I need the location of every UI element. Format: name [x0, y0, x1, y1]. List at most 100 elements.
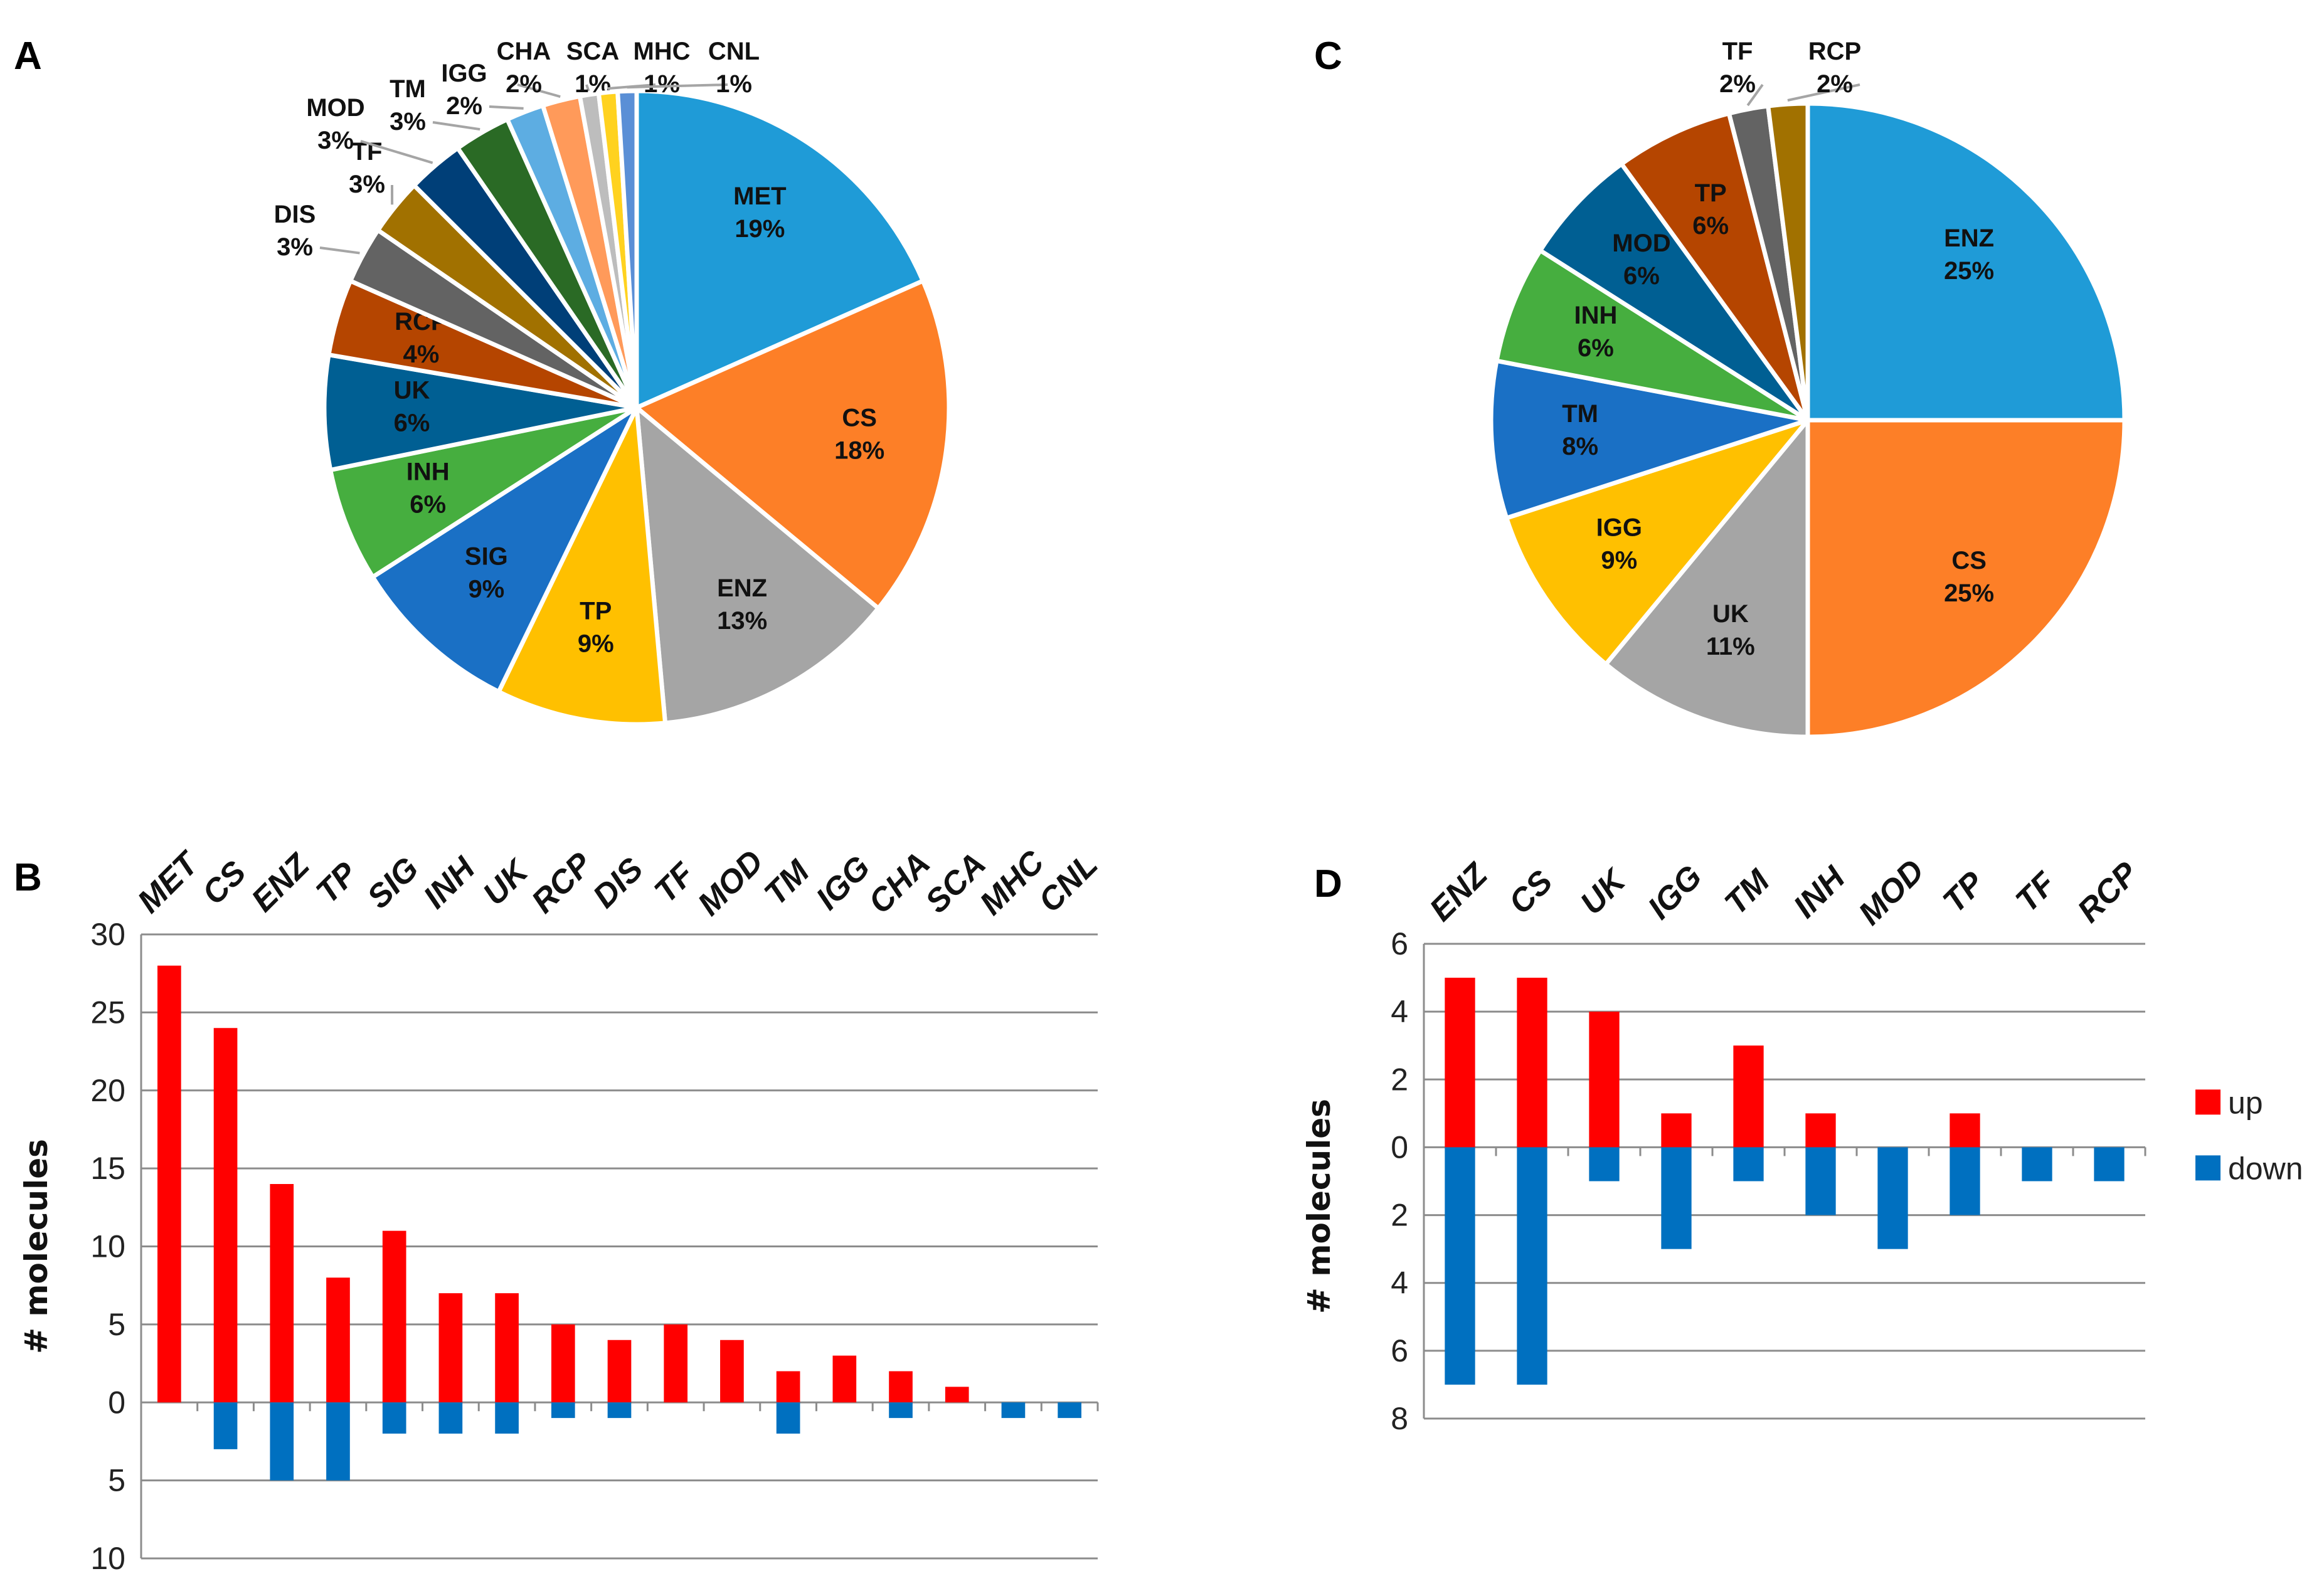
pie-label-enz: ENZ [1944, 225, 1994, 252]
category-label-rcp: RCP [524, 845, 599, 920]
category-label-cnl: CNL [1032, 847, 1105, 920]
pie-pct-inh: 6% [410, 490, 446, 518]
pie-pct-uk: 11% [1706, 633, 1755, 660]
pie-pct-enz: 25% [1944, 257, 1994, 285]
bar-down-tm [1733, 1147, 1764, 1182]
bar-down-cs [1517, 1147, 1547, 1385]
leader-line [489, 105, 524, 110]
bar-up-sca [945, 1387, 969, 1403]
pie-chart-A: AMET19%CS18%ENZ13%TP9%SIG9%INH6%UK6%RCP4… [14, 34, 952, 727]
category-label-inh: INH [417, 850, 482, 916]
pie-pct-tf: 2% [1719, 70, 1756, 98]
category-label-cs: CS [1502, 864, 1559, 921]
bar-down-rcp [2094, 1147, 2125, 1182]
bar-down-sig [382, 1402, 406, 1434]
y-axis-title: # molecules [18, 1139, 55, 1354]
category-label-sca: SCA [918, 846, 993, 921]
pie-pct-inh: 6% [1578, 334, 1614, 362]
leader-line [432, 121, 480, 131]
pie-slice-met [634, 88, 925, 410]
category-label-inh: INH [1786, 859, 1852, 925]
bar-down-enz [1445, 1147, 1475, 1385]
bar-up-inh [438, 1293, 463, 1403]
leader-line [1787, 83, 1860, 102]
y-tick-label: 30 [90, 917, 125, 952]
pie-pct-rcp: 4% [403, 341, 439, 368]
category-label-enz: ENZ [245, 846, 317, 919]
bar-up-uk [495, 1293, 519, 1403]
pie-chart-C: CENZ25%CS25%UK11%IGG9%TM8%INH6%MOD6%TP6%… [1314, 34, 2127, 739]
y-tick-label: 4 [1391, 994, 1408, 1029]
pie-pct-tm: 8% [1562, 433, 1598, 460]
bar-down-cs [213, 1402, 238, 1449]
pie-pct-enz: 13% [717, 607, 767, 635]
category-label-uk: UK [476, 852, 537, 912]
pie-slice-tp [496, 405, 667, 727]
bar-down-uk [1589, 1147, 1620, 1182]
category-label-tm: TM [758, 853, 817, 912]
bar-up-tm [1733, 1045, 1764, 1148]
category-label-tf: TF [2009, 865, 2064, 919]
pie-slice-tp [1619, 111, 1810, 423]
bar-down-mhc [1001, 1402, 1026, 1419]
pie-label-sig: SIG [465, 542, 508, 570]
bar-down-inh [1805, 1147, 1836, 1215]
panel-letter-B: B [14, 856, 42, 899]
bar-down-mod [1877, 1147, 1908, 1249]
category-label-rcp: RCP [2071, 855, 2145, 929]
pie-pct-rcp: 2% [1817, 70, 1853, 98]
category-label-igg: IGG [1641, 859, 1709, 926]
bar-up-tp [326, 1277, 350, 1403]
pie-slice-rcp [1766, 101, 1810, 423]
pie-slice-enz [1805, 101, 2127, 423]
bar-down-tf [2022, 1147, 2052, 1182]
category-label-dis: DIS [586, 851, 650, 916]
category-label-cs: CS [195, 854, 253, 912]
legend-swatch-down [2195, 1155, 2221, 1181]
y-tick-label: 4 [1391, 1266, 1408, 1301]
leader-line [360, 140, 433, 164]
pie-slice-uk [1603, 418, 1810, 739]
pie-slice-igg [1504, 418, 1810, 667]
pie-label-tm: TM [390, 75, 426, 103]
bar-up-dis [607, 1340, 632, 1403]
y-tick-label: 0 [108, 1385, 125, 1420]
category-label-sig: SIG [360, 850, 425, 916]
panel-letter-C: C [1314, 34, 1342, 78]
bar-up-mod [720, 1340, 744, 1403]
bar-up-cs [213, 1028, 238, 1403]
bar-up-tf [664, 1324, 688, 1403]
pie-label-cs: CS [1951, 547, 1987, 574]
bar-down-tp [1950, 1147, 1980, 1215]
category-label-mhc: MHC [973, 843, 1052, 923]
pie-label-tp: TP [580, 598, 612, 625]
y-tick-label: 20 [90, 1073, 125, 1108]
pie-label-cnl: CNL [708, 38, 760, 65]
legend-label-up: up [2228, 1085, 2263, 1120]
pie-label-tf: TF [1722, 38, 1753, 65]
bar-up-cha [889, 1371, 913, 1403]
y-tick-label: 6 [1391, 926, 1408, 961]
y-tick-label: 25 [90, 995, 125, 1030]
y-tick-label: 6 [1391, 1333, 1408, 1368]
pie-label-sca: SCA [566, 38, 619, 65]
pie-slice-tm [1488, 358, 1810, 521]
bar-up-inh [1805, 1113, 1836, 1148]
leader-line [1746, 83, 1764, 107]
pie-slice-sig [370, 405, 639, 694]
bar-down-cha [889, 1402, 913, 1419]
pie-pct-met: 19% [735, 215, 785, 243]
category-label-tp: TP [1936, 865, 1991, 920]
y-tick-label: 10 [90, 1229, 125, 1264]
pie-pct-tf: 3% [349, 171, 385, 198]
y-tick-label: 2 [1391, 1198, 1408, 1233]
y-tick-label: 5 [108, 1463, 125, 1498]
pie-label-igg: IGG [441, 60, 487, 87]
panel-letter-D: D [1314, 862, 1342, 906]
pie-label-enz: ENZ [717, 574, 767, 602]
pie-label-mhc: MHC [633, 38, 690, 65]
category-label-tf: TF [647, 855, 702, 910]
bar-up-sig [382, 1230, 406, 1403]
bar-down-tp [326, 1402, 350, 1481]
bar-down-dis [607, 1402, 632, 1419]
